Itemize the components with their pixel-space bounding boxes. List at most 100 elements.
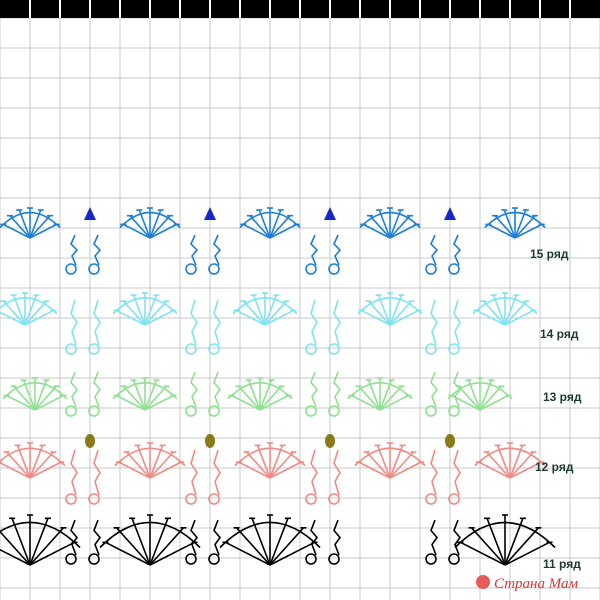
hanging-stitch xyxy=(185,519,199,565)
stitch xyxy=(509,451,535,479)
stitch xyxy=(149,215,171,239)
stitch xyxy=(269,451,295,479)
stitch xyxy=(389,309,419,326)
loop xyxy=(425,343,437,355)
stitch xyxy=(34,379,48,411)
stitch xyxy=(357,385,381,411)
stitch xyxy=(29,445,44,479)
loop xyxy=(88,493,100,505)
fan-arc xyxy=(357,297,423,315)
loop xyxy=(88,553,100,565)
fan-arc xyxy=(0,447,66,467)
stitch xyxy=(190,299,198,346)
stitch xyxy=(93,371,102,408)
stitch xyxy=(190,371,199,408)
hanging-stitch xyxy=(65,299,78,355)
stitch xyxy=(457,385,481,411)
watermark-text: Страна Мам xyxy=(494,576,579,592)
stitch xyxy=(93,449,101,496)
stitch xyxy=(430,234,439,266)
stitch xyxy=(149,445,164,479)
stitch xyxy=(453,234,462,266)
stitch xyxy=(11,518,31,566)
loop xyxy=(448,343,460,355)
stitch xyxy=(358,461,391,479)
stitch xyxy=(430,449,438,496)
stitch xyxy=(494,215,516,239)
fan xyxy=(357,292,423,326)
stitch xyxy=(29,518,49,566)
stitch xyxy=(238,461,271,479)
stitch xyxy=(9,215,31,239)
fan-arc xyxy=(0,297,58,315)
stitch xyxy=(269,215,291,239)
stitch xyxy=(310,519,319,556)
fan-arc xyxy=(0,211,61,229)
stitch xyxy=(310,371,319,408)
stitch xyxy=(487,223,516,239)
row-label: 11 ряд xyxy=(543,557,581,571)
stitch xyxy=(144,379,158,411)
hanging-stitch xyxy=(88,299,101,355)
hanging-stitch xyxy=(208,234,222,275)
stitch xyxy=(70,371,79,408)
loop xyxy=(448,405,460,417)
row-label: 15 ряд xyxy=(530,247,569,261)
fan xyxy=(119,207,181,239)
stitch xyxy=(0,461,31,479)
marker-bead xyxy=(445,434,455,448)
fan-arc xyxy=(2,382,68,400)
stitch xyxy=(5,451,31,479)
hanging-stitch xyxy=(185,371,199,417)
marker-triangle xyxy=(444,207,456,220)
stitch xyxy=(93,234,102,266)
stitch xyxy=(486,518,506,566)
stitch xyxy=(70,449,78,496)
hanging-stitch xyxy=(328,449,341,505)
fan-arc xyxy=(454,521,556,549)
stitch xyxy=(269,223,298,239)
fan xyxy=(99,514,201,566)
loop xyxy=(305,343,317,355)
stitch xyxy=(144,300,168,326)
stitch xyxy=(93,519,102,556)
stitch xyxy=(149,541,195,566)
loop xyxy=(88,405,100,417)
stitch xyxy=(190,449,198,496)
row-label: 14 ряд xyxy=(540,327,579,341)
hanging-stitch xyxy=(305,371,319,417)
row-label: 13 ряд xyxy=(543,390,582,404)
hanging-stitch xyxy=(328,299,341,355)
loop xyxy=(65,343,77,355)
stitch xyxy=(118,461,151,479)
fan-arc xyxy=(227,382,293,400)
hanging-stitch xyxy=(88,371,102,417)
stitch xyxy=(242,223,271,239)
stitch xyxy=(476,309,506,326)
loop xyxy=(305,493,317,505)
fan-arc xyxy=(474,447,546,467)
stitch xyxy=(351,394,381,411)
stitch xyxy=(149,461,182,479)
watermark: Страна Мам xyxy=(476,575,579,592)
hanging-stitch xyxy=(425,519,439,565)
marker-triangle xyxy=(84,207,96,220)
fan xyxy=(239,207,301,239)
stitch xyxy=(144,385,168,411)
loop xyxy=(448,263,460,275)
loop xyxy=(305,553,317,565)
loop xyxy=(328,553,340,565)
stitch xyxy=(245,451,271,479)
fan xyxy=(0,442,66,479)
stitch xyxy=(12,385,36,411)
stitch xyxy=(264,309,294,326)
stitch xyxy=(478,461,511,479)
stitch xyxy=(361,309,391,326)
hanging-stitch xyxy=(328,371,342,417)
loop xyxy=(208,553,220,565)
loop xyxy=(305,405,317,417)
stitch xyxy=(136,445,151,479)
loop xyxy=(305,263,317,275)
